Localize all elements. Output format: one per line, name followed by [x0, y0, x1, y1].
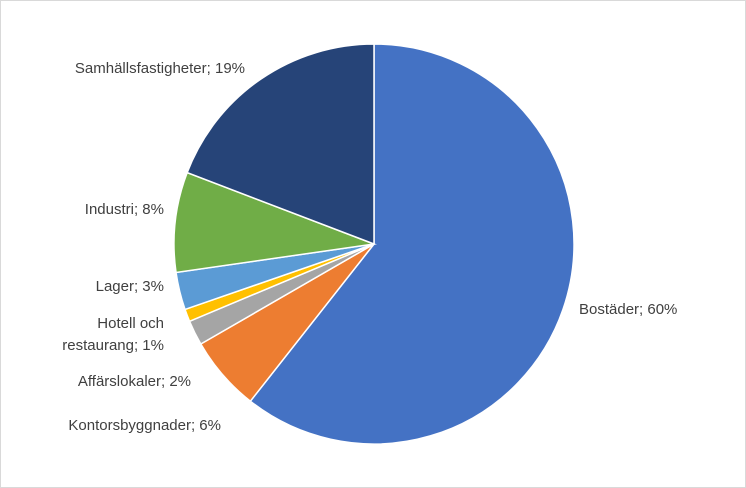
slice-label-lager: Lager; 3% — [96, 278, 164, 295]
slice-label-kontorsbyggnader: Kontorsbyggnader; 6% — [68, 417, 221, 434]
slice-label-industri: Industri; 8% — [85, 201, 164, 218]
slice-label-affarslokaler: Affärslokaler; 2% — [78, 373, 191, 390]
labels-layer: Bostäder; 60% Kontorsbyggnader; 6% Affärsl… — [62, 60, 677, 434]
pie-slice-industri — [173, 171, 377, 274]
slice-label-hotell-och-restaurang: Hotell och restaurang; 1% — [62, 315, 164, 354]
slice-label-bostader: Bostäder; 60% — [579, 301, 677, 318]
pie-slice-samhallsfastigheter — [186, 43, 375, 246]
pie-slice-bostader — [249, 43, 575, 445]
slices-layer — [173, 43, 575, 445]
slice-label-samhallsfastigheter: Samhällsfastigheter; 19% — [75, 60, 245, 77]
